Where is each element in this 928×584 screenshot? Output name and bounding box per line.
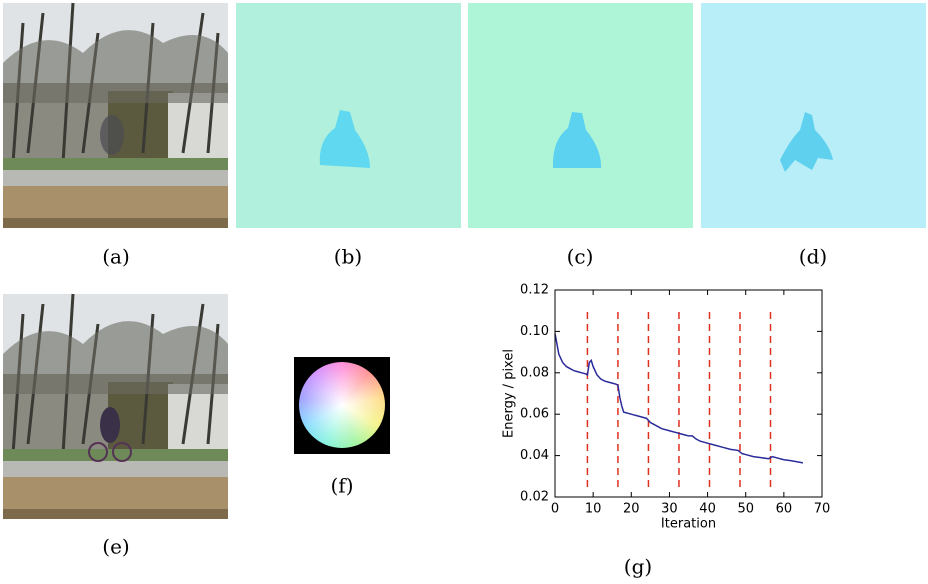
y-tick-label: 0.10 [520, 324, 549, 339]
caption: (f) [330, 474, 353, 498]
x-axis-label: Iteration [661, 517, 716, 532]
x-tick-label: 50 [737, 502, 754, 517]
y-tick-label: 0.12 [520, 283, 549, 298]
x-tick-label: 0 [551, 502, 559, 517]
color-wheel [294, 357, 390, 454]
image-a [3, 3, 228, 228]
image-b [236, 3, 461, 228]
x-tick-label: 40 [699, 502, 716, 517]
x-tick-label: 10 [585, 502, 602, 517]
y-tick-label: 0.08 [520, 365, 549, 380]
x-tick-label: 70 [814, 502, 831, 517]
caption: (g) [624, 555, 652, 579]
y-tick-label: 0.02 [520, 490, 549, 505]
caption: (c) [567, 245, 594, 269]
image-d [701, 3, 926, 228]
caption: (b) [334, 245, 362, 269]
x-tick-label: 20 [623, 502, 640, 517]
x-tick-label: 30 [661, 502, 678, 517]
y-tick-label: 0.06 [520, 407, 549, 422]
figure: (a) (b) (c) (d) (e) (f) (g) 0.02 0.04 0.06… [0, 0, 928, 584]
y-axis-label: Energy / pixel [502, 349, 517, 438]
image-c [468, 3, 693, 228]
caption: (a) [102, 245, 130, 269]
y-tick-label: 0.04 [520, 448, 549, 463]
color-wheel-disc [299, 362, 385, 448]
caption: (e) [102, 535, 129, 559]
x-tick-label: 60 [776, 502, 793, 517]
chart: 0.02 0.04 0.06 0.08 0.10 0.12 0 10 20 30 40 50 60 70 I… [502, 283, 831, 532]
image-e [3, 294, 228, 519]
page: (a) (b) (c) (d) (e) (f) (g) 0.02 0.04 0.06… [0, 0, 928, 584]
plot-frame [555, 290, 822, 497]
caption: (d) [799, 245, 827, 269]
